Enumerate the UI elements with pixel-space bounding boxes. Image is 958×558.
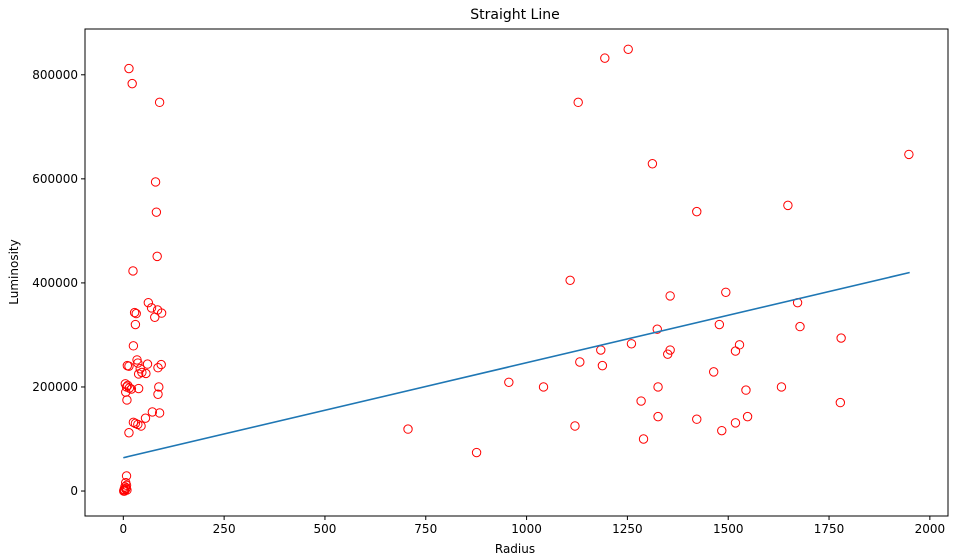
fit-line bbox=[123, 271, 910, 459]
data-point bbox=[154, 382, 164, 392]
data-point bbox=[153, 389, 163, 399]
y-tick-label: 400000 bbox=[32, 276, 78, 290]
data-point bbox=[742, 411, 753, 422]
x-tick-label: 250 bbox=[213, 522, 236, 536]
chart-title: Straight Line bbox=[470, 7, 559, 23]
data-point bbox=[124, 428, 134, 438]
data-point bbox=[151, 207, 162, 217]
data-point bbox=[124, 361, 134, 371]
data-point bbox=[575, 357, 585, 367]
data-point bbox=[565, 275, 575, 286]
data-point bbox=[136, 421, 146, 431]
y-axis: 0 200000 400000 600000 800000 bbox=[32, 68, 85, 498]
data-point bbox=[776, 382, 787, 392]
data-point bbox=[133, 358, 143, 368]
data-point bbox=[904, 149, 914, 160]
data-point bbox=[570, 421, 580, 431]
data-point bbox=[600, 53, 610, 63]
data-point bbox=[741, 385, 751, 395]
data-point bbox=[647, 159, 658, 169]
data-point bbox=[129, 307, 140, 318]
data-point bbox=[133, 369, 144, 379]
data-point bbox=[638, 434, 649, 444]
y-tick-label: 600000 bbox=[32, 172, 78, 186]
data-point bbox=[623, 44, 633, 54]
data-point bbox=[122, 395, 132, 405]
data-point bbox=[836, 333, 846, 343]
data-point bbox=[597, 360, 608, 371]
data-point bbox=[665, 291, 675, 301]
data-point bbox=[538, 382, 549, 392]
data-point bbox=[121, 483, 131, 493]
data-point bbox=[150, 312, 160, 322]
x-tick-label: 1750 bbox=[814, 522, 845, 536]
data-point bbox=[795, 321, 805, 332]
data-point bbox=[652, 324, 662, 334]
data-point bbox=[152, 251, 162, 262]
data-point bbox=[127, 78, 137, 89]
data-point bbox=[150, 177, 161, 187]
data-point bbox=[730, 418, 741, 428]
data-point bbox=[626, 339, 637, 349]
data-point bbox=[730, 346, 741, 356]
data-point bbox=[835, 397, 846, 408]
x-tick-label: 1250 bbox=[612, 522, 643, 536]
data-point bbox=[128, 417, 139, 428]
data-point bbox=[653, 411, 663, 422]
data-point bbox=[692, 206, 702, 217]
data-point bbox=[119, 484, 129, 495]
data-point bbox=[636, 396, 646, 406]
data-point bbox=[154, 97, 165, 108]
x-tick-label: 1000 bbox=[511, 522, 542, 536]
x-axis: 0 250 500 750 1000 1250 1500 1750 2000 bbox=[119, 516, 945, 536]
x-tick-label: 0 bbox=[119, 522, 127, 536]
data-point bbox=[692, 414, 702, 424]
plot-frame bbox=[84, 28, 949, 517]
data-point bbox=[133, 383, 144, 394]
y-axis-label: Luminosity bbox=[7, 239, 21, 304]
data-point bbox=[714, 319, 725, 330]
x-tick-label: 2000 bbox=[915, 522, 946, 536]
data-point bbox=[146, 303, 157, 313]
data-point bbox=[131, 308, 141, 319]
data-point bbox=[721, 287, 731, 297]
data-point bbox=[141, 368, 151, 379]
data-point bbox=[142, 359, 153, 369]
data-point bbox=[143, 297, 154, 308]
data-point bbox=[147, 407, 158, 417]
data-point bbox=[783, 200, 793, 211]
data-point bbox=[653, 382, 663, 392]
y-tick-label: 800000 bbox=[32, 68, 78, 82]
data-point bbox=[153, 363, 163, 373]
y-tick-label: 0 bbox=[70, 484, 78, 498]
y-tick-label: 200000 bbox=[32, 380, 78, 394]
data-point bbox=[140, 413, 151, 423]
data-point bbox=[663, 349, 673, 359]
data-point bbox=[123, 380, 133, 391]
data-point bbox=[471, 447, 482, 458]
data-point bbox=[130, 319, 141, 330]
x-tick-label: 500 bbox=[313, 522, 336, 536]
data-point bbox=[154, 408, 165, 418]
plot-area bbox=[84, 28, 949, 517]
data-point bbox=[403, 424, 413, 434]
data-point bbox=[128, 341, 139, 351]
data-point bbox=[126, 384, 137, 394]
data-point bbox=[124, 63, 134, 74]
data-point bbox=[128, 266, 138, 276]
data-point bbox=[717, 425, 727, 436]
x-tick-label: 1500 bbox=[713, 522, 744, 536]
data-point bbox=[156, 308, 167, 318]
data-point bbox=[708, 367, 719, 377]
data-point bbox=[504, 377, 514, 387]
data-point bbox=[156, 359, 166, 370]
x-axis-label: Radius bbox=[495, 542, 535, 556]
data-point bbox=[573, 97, 583, 108]
x-tick-label: 750 bbox=[414, 522, 437, 536]
data-point bbox=[121, 471, 132, 481]
